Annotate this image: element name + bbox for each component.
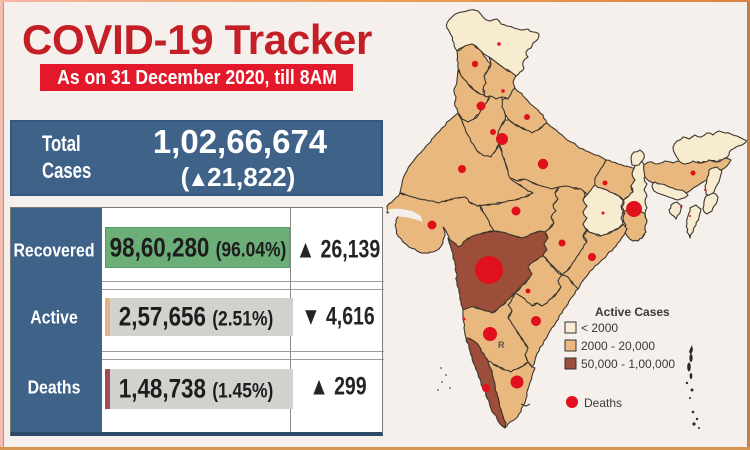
svg-text:R: R <box>498 340 505 350</box>
svg-text:< 2000: < 2000 <box>581 321 618 335</box>
svg-text:2000 - 20,000: 2000 - 20,000 <box>581 339 655 353</box>
svg-text:Deaths: Deaths <box>584 396 622 410</box>
svg-text:50,000 - 1,00,000: 50,000 - 1,00,000 <box>581 357 675 371</box>
svg-text:Active Cases: Active Cases <box>595 305 670 319</box>
